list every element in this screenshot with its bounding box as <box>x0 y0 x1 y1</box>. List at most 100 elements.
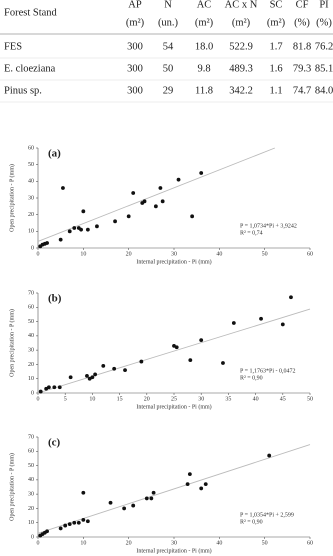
trend-equation: P = 1,0734*Pi + 3,9242 <box>240 223 297 229</box>
y-tick-label: 0 <box>31 534 34 540</box>
data-point <box>85 373 89 378</box>
data-point <box>199 486 204 491</box>
panel-label: (b) <box>48 293 62 305</box>
data-point <box>67 522 72 527</box>
data-point <box>93 372 98 377</box>
data-point <box>72 520 77 525</box>
data-point <box>81 490 86 495</box>
column-header: AC x N <box>225 0 258 10</box>
data-point <box>101 363 106 368</box>
x-tick-label: 5 <box>64 396 67 402</box>
data-point <box>231 321 236 325</box>
x-tick-label: 40 <box>216 540 222 546</box>
data-point <box>67 229 72 234</box>
x-tick-label: 35 <box>225 396 231 402</box>
data-point <box>151 490 156 495</box>
x-tick-label: 20 <box>126 540 132 546</box>
y-tick-label: 60 <box>28 145 34 151</box>
data-point <box>131 503 136 508</box>
trend-r2: R² = 0,74 <box>240 230 263 236</box>
trend-line <box>37 444 311 534</box>
data-point <box>45 241 49 245</box>
y-tick-label: 60 <box>28 305 34 311</box>
y-tick-label: 60 <box>28 449 34 455</box>
y-tick-label: 40 <box>28 333 34 339</box>
x-tick-label: 50 <box>307 396 313 402</box>
column-unit: (un.) <box>158 17 179 28</box>
data-point <box>68 375 73 380</box>
data-point <box>160 199 165 204</box>
data-point <box>187 472 192 477</box>
table-cell: 11.8 <box>195 85 213 96</box>
column-header: CF <box>296 0 309 10</box>
data-point <box>46 385 51 390</box>
x-tick-label: 30 <box>171 540 177 546</box>
y-tick-label: 70 <box>28 290 34 296</box>
y-axis-label: Open precipitation - P (mm) <box>8 453 15 521</box>
x-tick-label: 30 <box>198 396 204 402</box>
table-cell: 54 <box>163 41 174 52</box>
table-cell: 300 <box>127 41 143 52</box>
y-tick-label: 20 <box>28 506 34 512</box>
column-unit: (%) <box>294 17 310 28</box>
table-cell: 1.7 <box>269 41 282 52</box>
data-point <box>52 385 57 390</box>
panel-label: (c) <box>48 437 61 449</box>
trend-equation: P = 1,1763*Pi - 0,0472 <box>240 368 296 374</box>
y-tick-label: 20 <box>28 362 34 368</box>
x-tick-label: 60 <box>307 251 313 257</box>
y-tick-label: 30 <box>28 348 34 354</box>
data-point <box>122 506 127 511</box>
data-point <box>81 209 86 214</box>
x-tick-label: 40 <box>216 251 222 257</box>
data-point <box>61 186 65 190</box>
data-point <box>63 523 68 528</box>
data-point <box>131 191 136 195</box>
table-cell: 50 <box>163 63 174 74</box>
table-cell: 84.0 <box>315 85 333 96</box>
y-tick-label: 0 <box>31 245 34 251</box>
column-header: N <box>164 0 172 10</box>
data-point <box>176 177 181 182</box>
data-point <box>199 338 204 343</box>
data-point <box>188 358 193 363</box>
table-cell: 9.8 <box>197 63 210 74</box>
table-cell: 342.2 <box>229 85 253 96</box>
x-tick-label: 50 <box>262 251 268 257</box>
table-cell: 1.6 <box>269 63 282 74</box>
column-unit: (m²) <box>267 17 286 28</box>
data-point <box>149 496 154 501</box>
table-cell: 1.1 <box>269 85 282 96</box>
x-tick-label: 20 <box>126 251 132 257</box>
table-cell: FES <box>4 41 22 52</box>
data-point <box>57 385 62 390</box>
data-point <box>58 526 63 531</box>
table-cell: 522.9 <box>229 41 253 52</box>
data-point <box>142 199 147 204</box>
data-point <box>199 171 204 175</box>
data-point <box>45 529 49 534</box>
panel-label: (a) <box>48 148 61 160</box>
data-point <box>221 361 225 365</box>
data-point <box>158 186 163 190</box>
table-cell: 76.2 <box>315 41 333 52</box>
table-cell: 29 <box>163 85 174 96</box>
trend-equation: P = 1,0354*Pi + 2,599 <box>240 512 294 518</box>
y-tick-label: 50 <box>28 463 34 469</box>
x-axis-label: Internal precipitation - Pi (mm) <box>136 547 211 554</box>
column-unit: (m²) <box>126 17 145 28</box>
table-cell: 300 <box>127 63 143 74</box>
column-header: PI <box>319 0 329 10</box>
y-tick-label: 50 <box>28 319 34 325</box>
x-tick-label: 40 <box>253 396 259 402</box>
data-point <box>289 295 293 300</box>
y-tick-label: 10 <box>28 229 34 235</box>
y-tick-label: 0 <box>31 390 34 396</box>
table-cell: 81.8 <box>293 41 311 52</box>
data-point <box>259 316 263 321</box>
data-point <box>112 366 117 371</box>
y-tick-label: 20 <box>28 212 34 218</box>
y-tick-label: 30 <box>28 492 34 498</box>
data-point <box>58 237 63 242</box>
